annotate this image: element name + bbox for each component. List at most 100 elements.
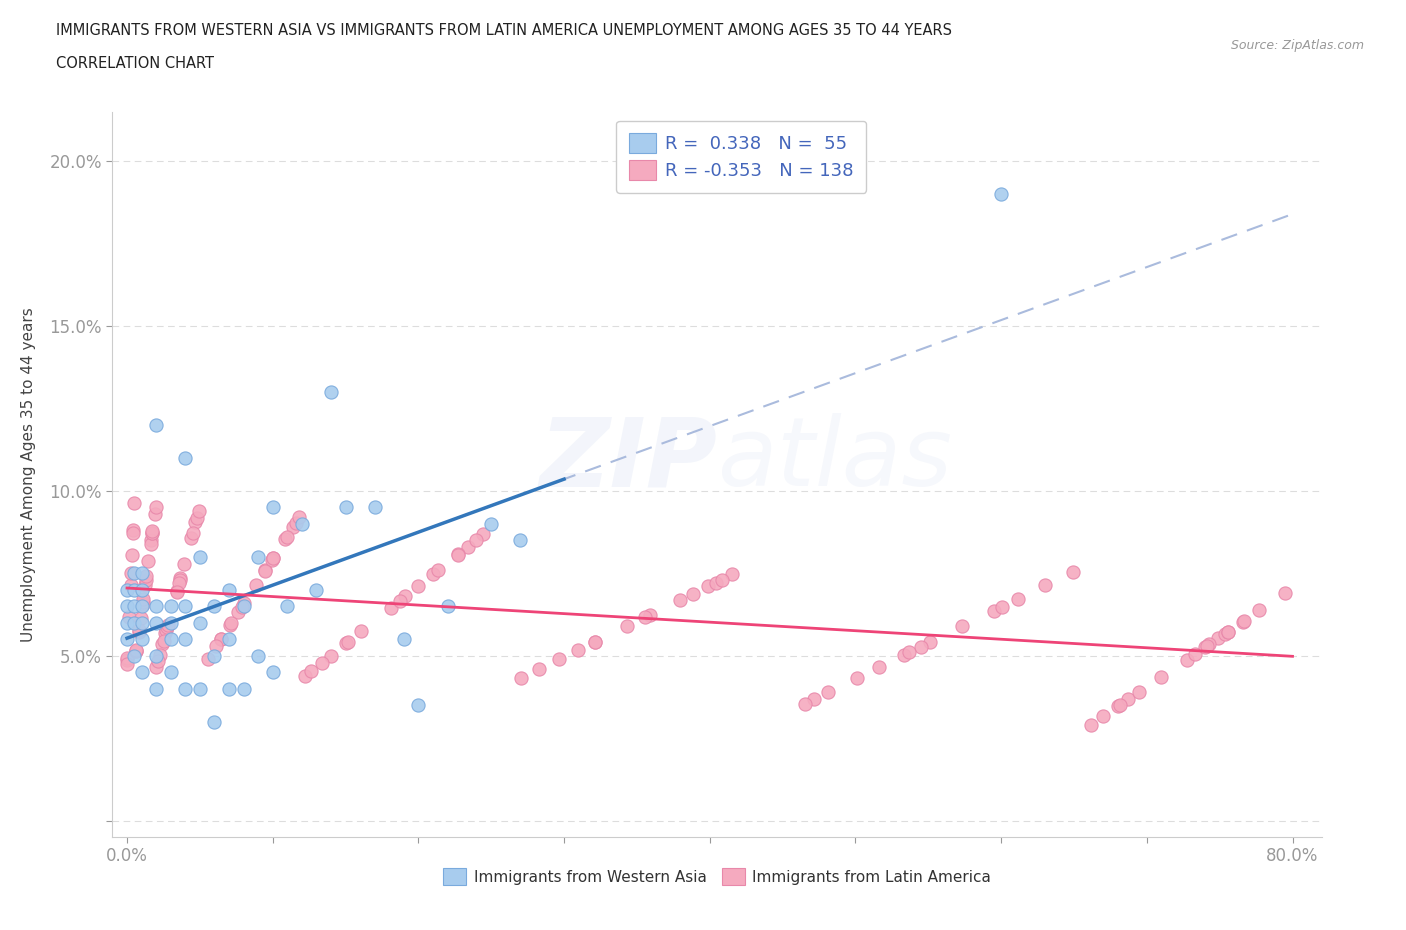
Point — [152, 637, 174, 652]
Point — [697, 578, 720, 593]
Point — [1233, 614, 1256, 629]
Point — [131, 565, 153, 580]
Point — [394, 589, 416, 604]
Point — [616, 618, 638, 633]
Point — [868, 659, 890, 674]
Point — [115, 631, 138, 646]
Point — [583, 634, 606, 649]
Point — [117, 650, 139, 665]
Point — [166, 585, 188, 600]
Point — [262, 665, 284, 680]
Point — [406, 578, 429, 593]
Point — [464, 533, 486, 548]
Point — [156, 618, 179, 632]
Point — [1118, 692, 1140, 707]
Point — [260, 552, 283, 567]
Point — [159, 616, 181, 631]
Point — [447, 547, 470, 562]
Point — [141, 524, 163, 538]
Y-axis label: Unemployment Among Ages 35 to 44 years: Unemployment Among Ages 35 to 44 years — [21, 307, 35, 642]
Point — [138, 553, 160, 568]
Point — [121, 548, 143, 563]
Point — [335, 636, 357, 651]
Point — [124, 599, 146, 614]
Point — [152, 633, 174, 648]
Point — [124, 648, 146, 663]
Point — [436, 599, 458, 614]
Point — [155, 622, 177, 637]
Text: ZIP: ZIP — [538, 413, 717, 506]
Point — [721, 567, 744, 582]
Point — [115, 599, 138, 614]
Point — [204, 648, 226, 663]
Point — [253, 564, 276, 578]
Point — [920, 634, 942, 649]
Point — [1232, 614, 1254, 629]
Point — [125, 644, 148, 658]
Point — [288, 510, 311, 525]
Point — [159, 631, 181, 646]
Point — [180, 531, 202, 546]
Point — [276, 599, 298, 614]
Point — [408, 698, 430, 712]
Point — [128, 624, 150, 639]
Point — [139, 537, 162, 551]
Point — [446, 547, 468, 562]
Point — [337, 634, 360, 649]
Point — [145, 681, 167, 696]
Point — [141, 525, 163, 540]
Point — [1175, 652, 1198, 667]
Point — [294, 669, 316, 684]
Text: CORRELATION CHART: CORRELATION CHART — [56, 56, 214, 71]
Point — [187, 504, 209, 519]
Point — [145, 648, 167, 663]
Point — [1107, 699, 1129, 714]
Point — [710, 572, 733, 587]
Point — [1197, 638, 1219, 653]
Point — [1198, 637, 1220, 652]
Point — [131, 597, 153, 612]
Point — [427, 563, 450, 578]
Point — [184, 515, 207, 530]
Point — [1007, 591, 1029, 606]
Point — [247, 648, 270, 663]
Point — [634, 610, 657, 625]
Point — [146, 654, 169, 669]
Point — [174, 599, 197, 614]
Point — [567, 643, 589, 658]
Point — [472, 526, 495, 541]
Point — [204, 714, 226, 729]
Point — [950, 619, 973, 634]
Point — [291, 516, 314, 531]
Point — [115, 582, 138, 597]
Point — [299, 664, 322, 679]
Point — [131, 665, 153, 680]
Point — [1194, 640, 1216, 655]
Point — [132, 591, 155, 606]
Point — [145, 418, 167, 432]
Point — [204, 599, 226, 614]
Point — [669, 592, 692, 607]
Point — [124, 616, 146, 631]
Point — [479, 516, 502, 531]
Point — [148, 647, 170, 662]
Point — [274, 532, 297, 547]
Point — [682, 587, 704, 602]
Point — [1128, 684, 1150, 699]
Point — [1092, 709, 1115, 724]
Point — [245, 578, 267, 592]
Point — [141, 525, 163, 540]
Point — [983, 604, 1005, 618]
Point — [145, 599, 167, 614]
Point — [218, 582, 240, 597]
Text: Source: ZipAtlas.com: Source: ZipAtlas.com — [1230, 39, 1364, 52]
Point — [1216, 624, 1239, 639]
Point — [141, 533, 163, 548]
Point — [125, 644, 148, 658]
Point — [131, 616, 153, 631]
Point — [167, 576, 190, 591]
Point — [145, 616, 167, 631]
Point — [1216, 624, 1239, 639]
Point — [181, 525, 204, 540]
Point — [156, 619, 179, 634]
